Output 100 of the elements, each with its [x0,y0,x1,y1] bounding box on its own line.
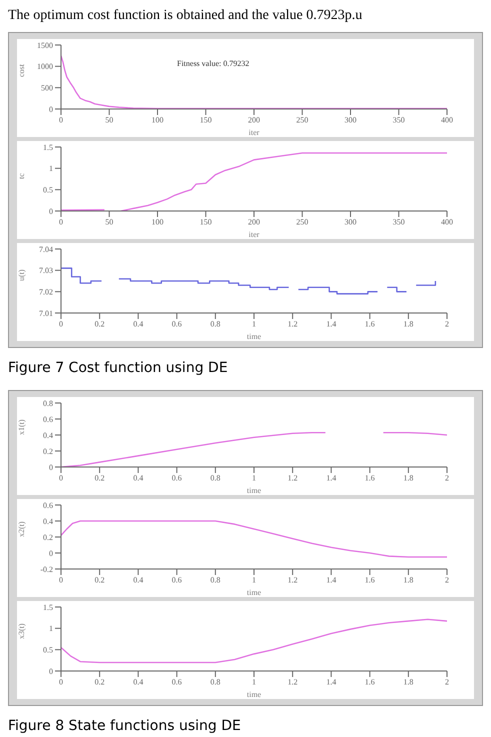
y-tick-label: 0.6 [43,414,53,424]
x-tick-label: 1.4 [326,320,336,329]
x-tick-label: 250 [296,218,308,227]
x-tick-label: 0 [59,320,63,329]
y-tick-label: 0 [49,548,53,558]
x-tick-label: 1.6 [364,678,375,687]
x-tick-label: 0.8 [210,678,220,687]
y-tick-label: 0.8 [43,398,53,408]
y-tick-label: 7.01 [39,308,53,318]
x-tick-label: 0.6 [172,678,182,687]
y-tick-label: 0.5 [43,646,53,655]
y-tick-label: 1.5 [43,142,53,152]
y-tick-label: 0.2 [43,446,53,456]
x-tick-label: 0.6 [172,474,182,483]
x-tick-label: 400 [441,116,453,125]
y-axis-title: x3(t) [16,623,26,639]
x-tick-label: 0.4 [133,474,144,483]
x-tick-label: 50 [105,218,114,227]
y-tick-label: 1 [49,164,53,174]
y-axis-title: u(t) [16,269,26,281]
line-series [61,520,447,558]
y-axis-title: cost [16,63,26,77]
x-tick-label: 0.2 [94,678,105,687]
x-tick-label: 0 [59,474,63,483]
x-tick-label: 1.8 [403,576,414,585]
x-tick-label: 0.2 [94,320,105,329]
x-tick-label: 0.6 [172,576,182,585]
x-tick-label: 2 [445,320,449,329]
x-tick-label: 150 [200,116,212,125]
x-axis-title: time [246,588,262,597]
x-tick-label: 1.8 [403,320,414,329]
x-tick-label: 100 [152,218,164,227]
x-tick-label: 1.6 [364,320,375,329]
x-tick-label: 350 [392,116,405,125]
x-tick-label: 0 [59,218,63,227]
x-tick-label: 0.8 [210,474,220,483]
x-tick-label: 0.2 [94,474,105,483]
x-tick-label: 300 [344,218,356,227]
x-tick-label: 0 [59,678,63,687]
y-tick-label: 0.4 [43,430,53,440]
y-tick-label: 7.04 [39,244,53,254]
x-axis-title: iter [248,230,260,239]
y-tick-label: 0 [49,666,53,676]
x-tick-label: 100 [152,116,164,125]
x-tick-label: 1 [252,576,256,585]
y-tick-label: 0 [49,104,53,114]
x-tick-label: 1.2 [288,576,298,585]
x-tick-label: 0.4 [133,576,144,585]
chart-title: The optimum cost function is obtained and the value 0.7923p.u [8,8,364,24]
y-tick-label: 1 [49,624,53,634]
x-tick-label: 0.6 [172,320,182,329]
y-tick-label: 0.4 [43,516,53,526]
x-tick-label: 1 [252,474,256,483]
x-tick-label: 1.4 [326,678,336,687]
y-tick-label: 7.03 [39,266,53,276]
y-axis-title: x2(t) [16,521,26,537]
x-tick-label: 0 [59,116,63,125]
x-tick-label: 1.2 [288,320,298,329]
line-series [61,618,447,664]
x-tick-label: 0.4 [133,678,144,687]
x-axis-title: time [246,332,262,341]
x-axis-title: time [246,690,262,699]
y-tick-label: 500 [41,84,53,93]
x-tick-label: 1.2 [288,678,298,687]
x-tick-label: 2 [445,474,449,483]
x-tick-label: 1.4 [326,576,336,585]
annotation: Fitness value: 0.79232 [177,59,250,68]
y-tick-label: 0 [49,206,53,216]
x-tick-label: 0.4 [133,320,144,329]
x-tick-label: 2 [445,576,449,585]
x-tick-label: 150 [200,218,212,227]
x-axis-title: iter [248,128,260,137]
x-tick-label: 1 [252,320,256,329]
x-tick-label: 1.6 [364,474,375,483]
x-tick-label: 350 [392,218,405,227]
y-tick-label: 1000 [37,62,53,72]
x-tick-label: 200 [248,116,260,125]
x-axis-title: time [246,486,262,495]
x-tick-label: 400 [441,218,453,227]
caption: Figure 8 State functions using DE [8,718,242,734]
x-tick-label: 1.6 [364,576,375,585]
x-tick-label: 0 [59,576,63,585]
x-tick-label: 50 [105,116,114,125]
x-tick-label: 2 [445,678,449,687]
y-axis-title: x1(t) [16,419,26,435]
y-tick-label: 1500 [37,40,53,50]
y-tick-label: 0.5 [43,186,53,195]
x-tick-label: 1.2 [288,474,298,483]
x-tick-label: 0.8 [210,320,220,329]
x-tick-label: 1.8 [403,678,414,687]
y-tick-label: 0.6 [43,500,53,510]
x-tick-label: 1.8 [403,474,414,483]
y-tick-label: 7.02 [39,288,53,297]
y-axis-title: tc [16,172,26,179]
x-tick-label: 300 [344,116,356,125]
x-tick-label: 250 [296,116,308,125]
x-tick-label: 200 [248,218,260,227]
y-tick-label: 1.5 [43,602,53,612]
x-tick-label: 0.2 [94,576,105,585]
y-tick-label: 0 [49,462,53,472]
